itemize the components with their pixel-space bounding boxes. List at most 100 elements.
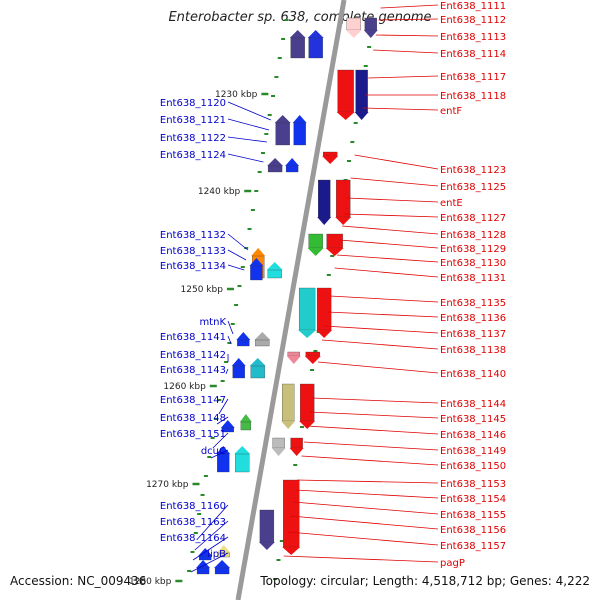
gene-label-leader (190, 552, 229, 573)
gene-label-minus: Ent638_1143 (160, 365, 226, 376)
plus-strand-arrow (282, 547, 301, 555)
gene-label-leader (210, 449, 229, 459)
plus-strand-arrow (325, 248, 344, 256)
gene-label-leader (334, 267, 439, 278)
plus-strand-gene (298, 287, 316, 331)
topology-text: Topology: circular; Length: 4,518,712 bp… (260, 574, 590, 588)
plus-strand-gene (305, 351, 320, 357)
gene-label-leader (344, 213, 439, 218)
gene-label-plus: Ent638_1145 (440, 414, 506, 425)
gene-label-plus: Ent638_1135 (440, 298, 506, 309)
gene-label-plus: Ent638_1131 (440, 273, 506, 284)
gene-label-plus: Ent638_1157 (440, 541, 506, 552)
gene-label-plus: Ent638_1146 (440, 430, 506, 441)
gene-label-plus: Ent638_1140 (440, 369, 506, 380)
gene-label-leader (227, 136, 267, 143)
minus-strand-gene (221, 427, 234, 433)
gene-label-minus: mtnK (199, 317, 226, 328)
scale-tick-label: 1260 kbp (163, 382, 206, 392)
minus-strand-gene (308, 37, 323, 59)
minus-strand-arrow (214, 560, 231, 568)
plus-strand-gene (355, 69, 368, 113)
minus-strand-gene (267, 269, 282, 279)
gene-label-plus: Ent638_1112 (440, 15, 506, 26)
gene-label-leader (194, 520, 229, 551)
gene-label-leader (227, 249, 247, 261)
plus-strand-gene (272, 437, 285, 449)
minus-strand-gene (237, 339, 250, 347)
genome-backbone (235, 0, 347, 600)
gene-label-plus: Ent638_1128 (440, 230, 506, 241)
gene-label-plus: Ent638_1127 (440, 213, 506, 224)
gene-label-plus: Ent638_1118 (440, 91, 506, 102)
minus-strand-arrow (254, 332, 271, 340)
plus-strand-arrow (299, 421, 316, 429)
gene-label-leader (380, 4, 439, 9)
gene-label-plus: Ent638_1137 (440, 329, 506, 340)
plus-strand-gene (316, 287, 332, 331)
gene-label-leader (227, 153, 264, 163)
minus-strand-gene (290, 37, 305, 59)
gene-label-leader (192, 536, 229, 561)
scale-tick-label: 1250 kbp (181, 285, 224, 295)
gene-label-leader (218, 398, 229, 415)
plus-strand-gene (300, 383, 315, 422)
gene-label-leader (212, 432, 229, 449)
gene-label-leader (321, 339, 439, 350)
minus-strand-arrow (249, 258, 264, 266)
plus-strand-gene (282, 383, 295, 422)
gene-label-plus: Ent638_1154 (440, 494, 506, 505)
gene-label-plus: Ent638_1144 (440, 399, 506, 410)
minus-strand-arrow (196, 560, 211, 568)
gene-label-minus: Ent638_1120 (160, 98, 226, 109)
gene-label-minus: Ent638_1163 (160, 517, 226, 528)
minus-strand-gene (285, 165, 299, 173)
gene-label-leader (347, 197, 439, 203)
gene-label-leader (290, 515, 439, 530)
plus-strand-arrow (298, 330, 317, 338)
accession-text: Accession: NC_009436 (10, 574, 147, 588)
plus-strand-gene (308, 233, 323, 249)
gene-label-leader (324, 325, 439, 334)
gene-label-plus: pagP (440, 558, 465, 569)
gene-label-leader (326, 311, 439, 318)
scale-tick-label: 1270 kbp (146, 480, 189, 490)
gene-label-plus: Ent638_1138 (440, 345, 506, 356)
gene-label-plus: Ent638_1129 (440, 244, 506, 255)
gene-label-leader (311, 397, 439, 404)
minus-strand-arrow (239, 414, 252, 422)
gene-label-minus: Ent638_1122 (160, 133, 226, 144)
minus-strand-arrow (251, 248, 266, 256)
gene-label-minus: Ent638_1141 (160, 332, 226, 343)
minus-strand-arrow (289, 30, 306, 38)
minus-strand-gene (250, 265, 263, 281)
plus-strand-arrow (345, 30, 362, 38)
plus-strand-gene (287, 351, 300, 357)
gene-label-minus: Ent638_1132 (160, 230, 226, 241)
plus-strand-arrow (336, 112, 355, 120)
scale-tick-label: 1230 kbp (215, 90, 258, 100)
plus-strand-arrow (258, 542, 275, 550)
minus-strand-arrow (266, 262, 283, 270)
plus-strand-arrow (335, 217, 352, 225)
gene-label-leader (375, 34, 439, 37)
gene-label-leader (336, 254, 439, 263)
gene-label-leader (378, 18, 439, 21)
gene-label-leader (225, 368, 229, 375)
gene-label-plus: Ent638_1150 (440, 461, 506, 472)
plus-strand-arrow (307, 248, 324, 256)
plus-strand-gene (326, 233, 343, 249)
plus-strand-arrow (289, 448, 304, 456)
minus-strand-arrow (236, 332, 251, 340)
plus-strand-arrow (363, 30, 378, 38)
minus-strand-arrow (274, 115, 291, 123)
gene-label-plus: Ent638_1114 (440, 49, 506, 60)
gene-label-plus: Ent638_1111 (440, 1, 506, 12)
gene-label-plus: Ent638_1130 (440, 258, 506, 269)
gene-label-leader (329, 295, 439, 303)
gene-label-minus: Ent638_1134 (160, 261, 226, 272)
gene-label-minus: Ent638_1148 (160, 413, 226, 424)
gene-label-leader (227, 233, 249, 251)
gene-label-leader (293, 501, 439, 515)
gene-label-minus: Ent638_1160 (160, 501, 226, 512)
